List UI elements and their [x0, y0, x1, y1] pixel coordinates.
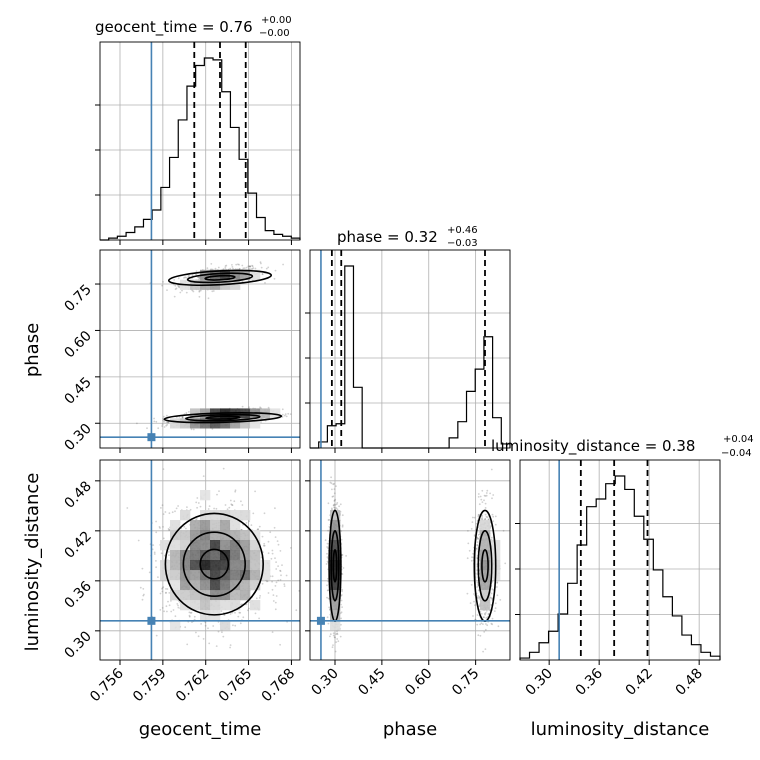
x-axis-label-luminosity-distance: luminosity_distance	[531, 719, 710, 740]
panel-luminosity-distance-histogram	[515, 459, 721, 665]
histogram-geocent-time	[100, 57, 301, 241]
title-phase: phase = 0.32	[337, 228, 438, 246]
title-geocent-time-plus: +0.00	[261, 15, 292, 26]
y-tick-label-luminosity-distance-0: 0.30	[61, 628, 94, 661]
panel-phase-histogram	[305, 249, 511, 453]
x-tick-label-geocent-time-4: 0.768	[259, 666, 299, 706]
x-tick-label-geocent-time-3: 0.765	[216, 666, 256, 706]
contour-phase-vs-geocent-time-0-2	[167, 269, 273, 287]
x-tick-label-phase-1: 0.45	[355, 666, 388, 699]
panel-geocent-time-histogram	[95, 41, 301, 245]
x-tick-label-luminosity-distance-2: 0.42	[623, 666, 656, 699]
y-tick-label-luminosity-distance-2: 0.42	[61, 528, 94, 561]
x-axis-label-geocent-time: geocent_time	[139, 719, 262, 740]
contour-luminosity-distance-vs-phase-0-1	[330, 530, 340, 602]
contour-luminosity-distance-vs-geocent-time-0-2	[164, 512, 264, 616]
y-tick-label-phase-1: 0.45	[61, 374, 94, 407]
title-geocent-time-main: geocent_time = 0.76	[95, 18, 253, 37]
contour-luminosity-distance-vs-geocent-time-0-0	[199, 548, 230, 580]
y-tick-label-phase-3: 0.75	[61, 282, 94, 315]
x-tick-label-luminosity-distance-3: 0.48	[673, 666, 706, 699]
y-tick-label-phase-2: 0.60	[61, 328, 94, 361]
panel-luminosity-distance-vs-geocent-time	[95, 459, 301, 665]
y-tick-label-luminosity-distance-3: 0.48	[61, 478, 94, 511]
contour-phase-vs-geocent-time-0-0	[204, 274, 236, 281]
y-tick-label-phase-0: 0.30	[61, 421, 94, 454]
panel-phase-vs-geocent-time	[95, 249, 301, 453]
contour-luminosity-distance-vs-phase-0-0	[332, 549, 338, 583]
panel-luminosity-distance-vs-phase	[305, 459, 511, 665]
x-tick-label-luminosity-distance-1: 0.36	[573, 665, 606, 698]
y-axis-label-phase: phase	[22, 323, 43, 377]
x-tick-label-geocent-time-1: 0.759	[130, 666, 170, 706]
title-luminosity-distance-minus: −0.04	[721, 448, 752, 459]
title-phase-main: phase = 0.32	[337, 228, 438, 246]
title-phase-minus: −0.03	[447, 238, 478, 249]
x-tick-label-phase-3: 0.75	[449, 666, 482, 699]
x-tick-label-geocent-time-2: 0.762	[173, 666, 213, 706]
x-tick-label-phase-0: 0.30	[308, 666, 341, 699]
x-tick-label-phase-2: 0.60	[402, 666, 435, 699]
contour-luminosity-distance-vs-phase-1-0	[481, 549, 489, 583]
title-geocent-time-minus: −0.00	[259, 28, 290, 39]
title-luminosity-distance-main: luminosity_distance = 0.38	[491, 437, 695, 456]
title-luminosity-distance: luminosity_distance = 0.38	[491, 437, 695, 456]
truth-marker-luminosity-distance-vs-geocent-time	[147, 616, 156, 625]
contour-phase-vs-geocent-time-0-1	[186, 272, 254, 284]
contour-phase-vs-geocent-time-1-1	[185, 413, 261, 422]
density-luminosity-distance-vs-phase	[330, 510, 501, 631]
x-axis-label-phase: phase	[383, 719, 437, 740]
x-tick-label-geocent-time-0: 0.756	[87, 665, 127, 705]
contour-luminosity-distance-vs-phase-1-1	[477, 530, 493, 602]
truth-marker-luminosity-distance-vs-phase	[316, 616, 325, 625]
histogram-luminosity-distance	[519, 475, 721, 660]
x-tick-label-luminosity-distance-0: 0.30	[523, 666, 556, 699]
contour-phase-vs-geocent-time-1-2	[163, 412, 283, 424]
y-axis-label-luminosity-distance: luminosity_distance	[22, 473, 43, 652]
title-geocent-time: geocent_time = 0.76	[95, 18, 253, 37]
contour-phase-vs-geocent-time-1-0	[205, 415, 241, 420]
title-phase-plus: +0.46	[447, 225, 478, 236]
title-luminosity-distance-plus: +0.04	[723, 434, 754, 445]
truth-marker-phase-vs-geocent-time	[147, 433, 156, 442]
contour-luminosity-distance-vs-geocent-time-0-1	[182, 531, 246, 597]
y-tick-label-luminosity-distance-1: 0.36	[61, 578, 94, 611]
